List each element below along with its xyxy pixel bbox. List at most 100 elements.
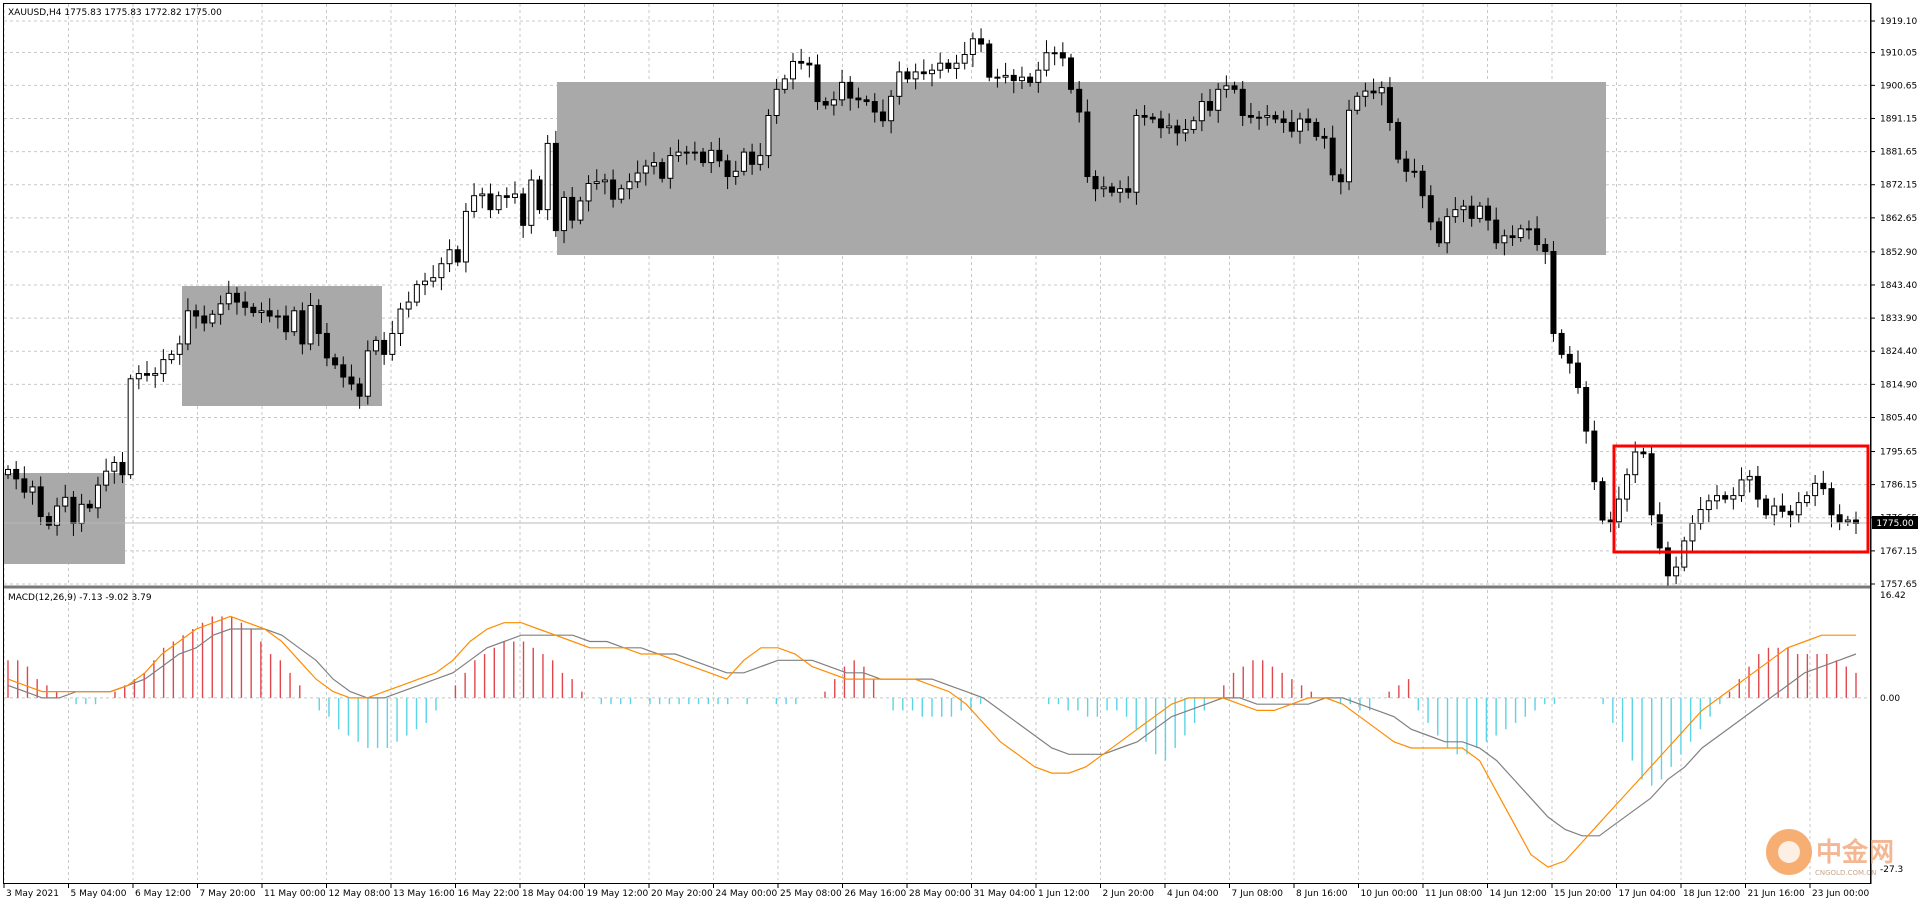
candle bbox=[1697, 496, 1704, 530]
candle-body-bear bbox=[700, 151, 707, 164]
candle-body-bear bbox=[1607, 519, 1614, 523]
candle-body-bear bbox=[1027, 76, 1034, 83]
candle-body-bear bbox=[1174, 125, 1181, 134]
candle bbox=[422, 272, 429, 296]
candle-body-bull bbox=[446, 249, 453, 265]
candle-body-bear bbox=[1722, 495, 1729, 500]
candle bbox=[1746, 470, 1753, 493]
price-axis-label: 1824.40 bbox=[1880, 347, 1917, 357]
candle bbox=[888, 90, 895, 134]
watermark-logo-inner bbox=[1778, 841, 1800, 863]
candle bbox=[1435, 217, 1442, 247]
candle-body-bear bbox=[356, 383, 363, 397]
candle-body-bear bbox=[1010, 74, 1017, 82]
candle bbox=[929, 63, 935, 87]
watermark-subtext: CNGOLD.COM.CN bbox=[1815, 869, 1876, 877]
candle bbox=[283, 305, 290, 341]
time-axis-label: 11 May 00:00 bbox=[264, 889, 326, 899]
candle bbox=[806, 56, 813, 78]
time-axis-label: 23 Jun 00:00 bbox=[1812, 889, 1869, 899]
candle-body-bull bbox=[691, 151, 698, 154]
candle bbox=[21, 466, 28, 499]
candle-body-bear bbox=[1550, 251, 1557, 334]
candle bbox=[1460, 199, 1467, 223]
candle-body-bull bbox=[561, 196, 568, 232]
candle-body-bull bbox=[1378, 87, 1385, 94]
candle-body-bear bbox=[1141, 115, 1148, 118]
candle-body-bull bbox=[577, 200, 584, 221]
candle-body-bull bbox=[912, 71, 919, 80]
candle-body-bull bbox=[1771, 505, 1778, 516]
candle-body-bull bbox=[1133, 115, 1140, 193]
candle-body-bear bbox=[487, 193, 494, 211]
candle bbox=[937, 52, 944, 79]
price-axis-label: 1919.10 bbox=[1880, 17, 1917, 27]
candle bbox=[152, 367, 159, 388]
candle bbox=[1133, 109, 1140, 205]
candle bbox=[1689, 515, 1696, 552]
candle-body-bear bbox=[920, 71, 927, 75]
candle bbox=[1542, 238, 1549, 265]
candle-body-bear bbox=[536, 179, 543, 211]
candle bbox=[430, 265, 437, 288]
candle-body-bear bbox=[1599, 481, 1606, 521]
candle bbox=[405, 291, 412, 318]
candle-body-bull bbox=[1632, 451, 1639, 476]
candle bbox=[225, 280, 232, 311]
candle bbox=[29, 480, 36, 505]
candle-body-bear bbox=[21, 478, 28, 493]
candle-body-bear bbox=[863, 99, 870, 103]
candle bbox=[683, 145, 690, 165]
candle bbox=[536, 175, 543, 214]
candle bbox=[904, 67, 911, 84]
candle bbox=[1779, 493, 1786, 518]
candle-body-bull bbox=[405, 301, 412, 310]
candle-body-bear bbox=[1493, 219, 1500, 244]
candle-body-bull bbox=[1296, 118, 1303, 132]
candle bbox=[1092, 170, 1099, 202]
candle bbox=[1296, 112, 1303, 144]
candle-body-bull bbox=[422, 280, 429, 286]
candle-body-bull bbox=[438, 263, 445, 279]
candle bbox=[749, 143, 756, 175]
candle-body-bull bbox=[618, 188, 625, 200]
candle bbox=[495, 191, 502, 214]
candle bbox=[356, 377, 363, 409]
candle bbox=[1329, 125, 1336, 182]
time-axis-label: 25 May 08:00 bbox=[780, 889, 842, 899]
candle-body-bull bbox=[953, 62, 960, 69]
candle bbox=[920, 59, 927, 80]
candle-body-bull bbox=[291, 310, 298, 333]
price-axis-label: 1852.90 bbox=[1880, 248, 1917, 258]
candle-body-bull bbox=[1411, 170, 1418, 173]
candle-body-bull bbox=[103, 470, 110, 486]
candle bbox=[618, 184, 625, 204]
candle bbox=[1108, 182, 1115, 197]
candle bbox=[1828, 482, 1835, 528]
candle bbox=[1190, 116, 1197, 134]
time-axis: 3 May 2021 5 May 04:00 6 May 12:00 7 May 20… bbox=[3, 884, 1869, 899]
candle-body-bull bbox=[937, 62, 944, 71]
candle bbox=[1166, 113, 1173, 134]
candle-body-bull bbox=[1681, 540, 1688, 568]
candle bbox=[45, 512, 52, 530]
candle bbox=[1354, 92, 1361, 115]
candle bbox=[1256, 110, 1263, 130]
candle-body-bull bbox=[307, 305, 314, 345]
candle bbox=[389, 320, 396, 361]
candle-body-bull bbox=[1803, 495, 1810, 504]
candle bbox=[340, 356, 347, 388]
candle bbox=[1125, 176, 1132, 199]
time-axis-label: 10 Jun 00:00 bbox=[1361, 889, 1418, 899]
candle bbox=[552, 130, 559, 237]
candle bbox=[1337, 168, 1344, 195]
candle-body-bear bbox=[1435, 221, 1442, 244]
candle-body-bear bbox=[323, 332, 330, 359]
candle-body-bear bbox=[45, 516, 52, 526]
candle-body-bull bbox=[29, 486, 36, 493]
candle-body-bear bbox=[144, 373, 151, 376]
candle-body-bull bbox=[732, 170, 739, 178]
candle-body-bear bbox=[1591, 430, 1598, 483]
candle-body-bull bbox=[479, 193, 486, 197]
